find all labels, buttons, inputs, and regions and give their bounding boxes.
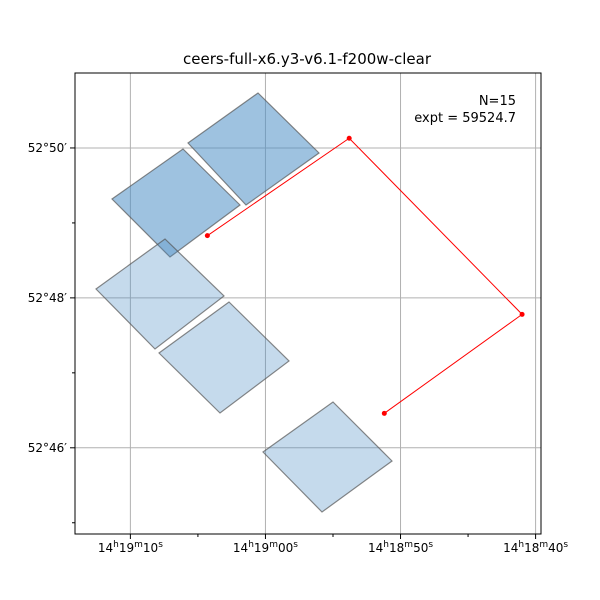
annotation-exposure: expt = 59524.7 (414, 111, 516, 126)
x-tick-value: 50 (413, 541, 428, 555)
x-tick-unit: h (248, 540, 254, 550)
y-tick-label: 52°46′ (28, 441, 68, 455)
detector-footprint (262, 401, 393, 513)
x-tick-value: 00 (278, 541, 293, 555)
pointing-path-layer (204, 135, 525, 416)
x-tick-value: 14 (368, 541, 383, 555)
detector-footprint (187, 92, 320, 206)
x-tick-label: 14h18m50s (368, 540, 433, 555)
tick-labels: 14h19m10s 14h19m00s 14h18m50s 14h18m40s52°5… (28, 141, 569, 555)
x-tick-label: 14h19m00s (233, 540, 298, 555)
x-tick-value: 18 (524, 541, 539, 555)
x-tick-value: 40 (548, 541, 563, 555)
footprints-layer (95, 92, 393, 513)
pointing-path-line (207, 137, 523, 414)
x-tick-value: 14 (98, 541, 113, 555)
x-tick-unit: m (269, 540, 278, 550)
x-tick-value: 14 (233, 541, 248, 555)
chart-title: ceers-full-x6.y3-v6.1-f200w-clear (183, 50, 432, 68)
plot-frame (74, 72, 542, 535)
x-tick-value: 19 (254, 541, 269, 555)
x-tick-label: 14h18m40s (503, 540, 568, 555)
x-tick-unit: s (158, 540, 163, 550)
x-tick-unit: m (539, 540, 548, 550)
pointing-path-point (204, 233, 210, 239)
pointing-path-point (519, 311, 525, 317)
x-tick-value: 14 (503, 541, 518, 555)
x-tick-unit: s (293, 540, 298, 550)
detector-footprint (158, 301, 290, 414)
tick-marks (70, 147, 537, 539)
x-tick-value: 10 (143, 541, 158, 555)
detector-footprint (95, 238, 225, 350)
annotation-count: N=15 (479, 94, 516, 109)
x-tick-value: 18 (389, 541, 404, 555)
y-tick-label: 52°48′ (28, 291, 68, 305)
y-tick-label: 52°50′ (28, 141, 68, 155)
x-tick-unit: h (383, 540, 389, 550)
x-tick-unit: h (518, 540, 524, 550)
x-tick-unit: s (563, 540, 568, 550)
x-tick-label: 14h19m10s (98, 540, 163, 555)
pointing-path-point (346, 135, 352, 141)
x-tick-unit: h (113, 540, 119, 550)
x-tick-value: 19 (119, 541, 134, 555)
pointing-path-point (381, 410, 387, 416)
x-tick-unit: s (428, 540, 433, 550)
detector-footprint (111, 148, 241, 258)
x-tick-unit: m (134, 540, 143, 550)
x-tick-unit: m (404, 540, 413, 550)
